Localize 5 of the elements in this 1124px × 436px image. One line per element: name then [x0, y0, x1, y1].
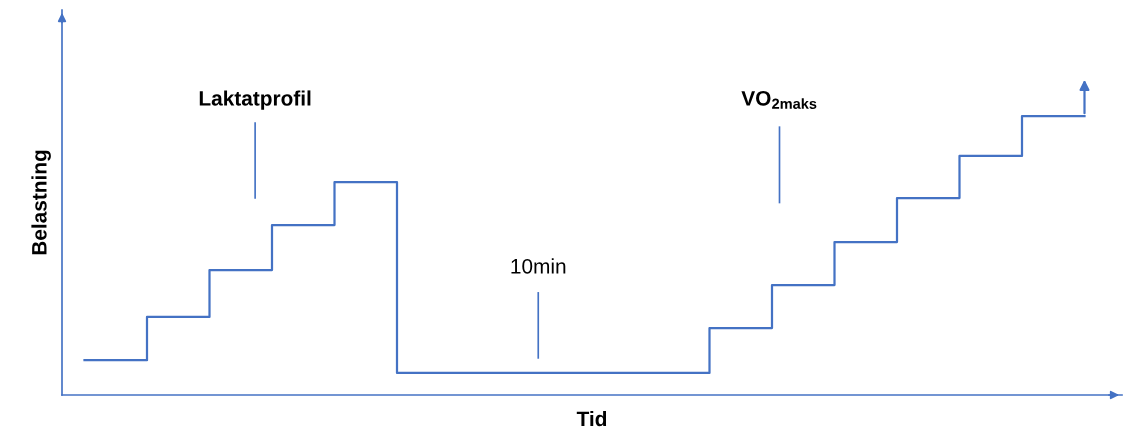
x-axis-title: Tid [576, 410, 607, 427]
y-axis-title: Belastning [31, 150, 51, 255]
text: VO$_{2maks}$ [741, 90, 817, 109]
text: Laktatprofil [199, 90, 311, 110]
annotation: 10min [511, 258, 566, 274]
